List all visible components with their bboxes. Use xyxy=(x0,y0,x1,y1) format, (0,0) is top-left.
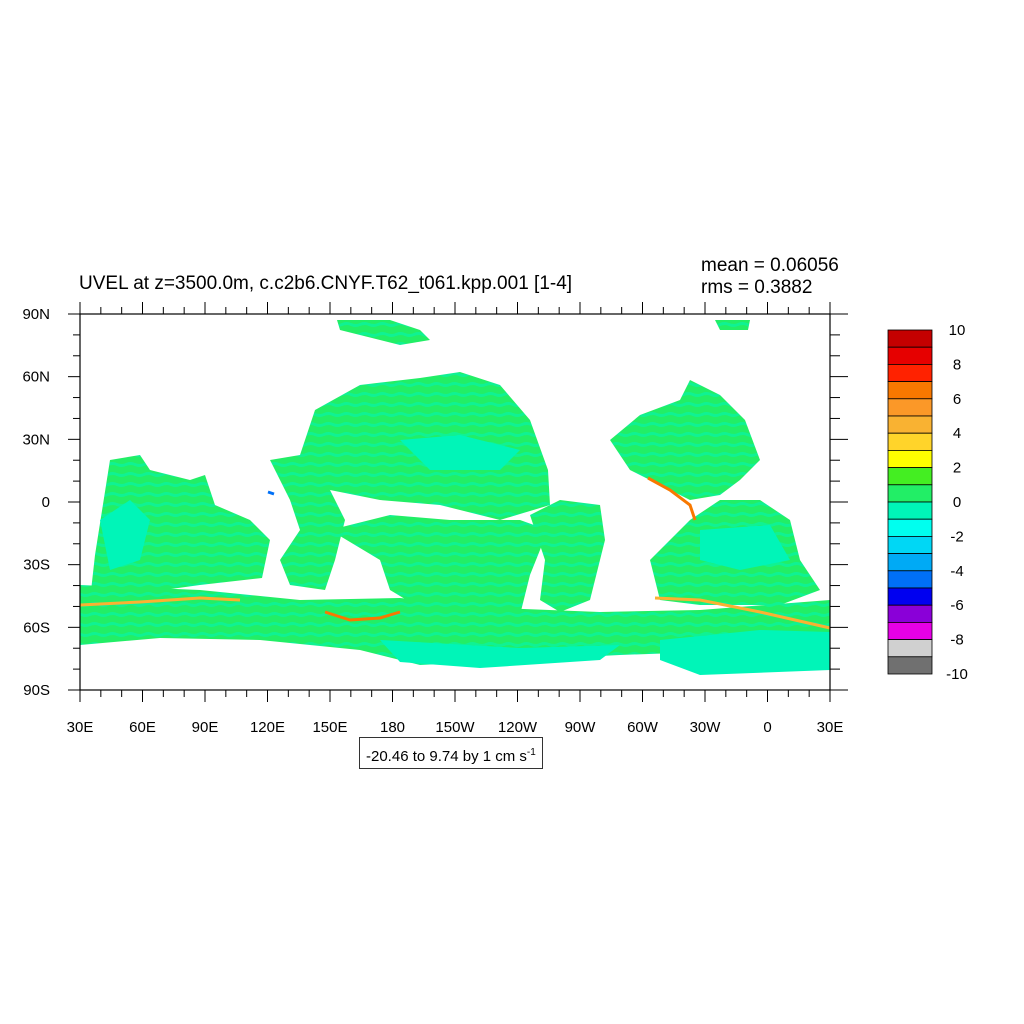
colorbar-label: 10 xyxy=(949,322,966,339)
ocean-region-arctic-1 xyxy=(337,320,430,345)
current-strip-acc-west xyxy=(79,596,241,607)
current-strip-deep-blue xyxy=(267,490,275,496)
colorbar-swatch xyxy=(887,381,933,400)
colorbar-label: -4 xyxy=(950,563,963,580)
colorbar-label: -10 xyxy=(946,666,968,683)
colorbar-swatch xyxy=(887,467,933,486)
colorbar-swatch xyxy=(887,587,933,606)
y-tick-label: 90N xyxy=(22,306,50,323)
ocean-region-arctic-2 xyxy=(715,320,750,330)
colorbar-swatch xyxy=(887,346,933,365)
x-tick-label: 30E xyxy=(817,719,844,736)
x-tick-label: 60W xyxy=(627,719,659,736)
colorbar-swatch xyxy=(887,518,933,537)
y-tick-label: 90S xyxy=(23,682,50,699)
colorbar-swatch xyxy=(887,536,933,555)
y-tick-label: 60S xyxy=(23,619,50,636)
colorbar-swatch xyxy=(887,449,933,468)
colorbar: 10 8 6 4 2 0 -2 -4 -6 -8 -10 xyxy=(887,322,968,683)
colorbar-swatch xyxy=(887,656,933,675)
contour-info-text: -20.46 to 9.74 by 1 cm s xyxy=(366,748,527,765)
x-tick-label: 120W xyxy=(498,719,538,736)
ocean-region-southern-deep-2 xyxy=(380,640,620,668)
y-tick-label: 0 xyxy=(42,494,50,511)
colorbar-swatch xyxy=(887,415,933,434)
colorbar-swatch xyxy=(887,363,933,382)
colorbar-label: 8 xyxy=(953,356,961,373)
x-tick-label: 90W xyxy=(565,719,597,736)
x-tick-label: 150E xyxy=(312,719,347,736)
colorbar-swatch xyxy=(887,570,933,589)
y-tick-label: 60N xyxy=(22,369,50,386)
colorbar-label: 4 xyxy=(953,425,961,442)
current-strip-acc-central xyxy=(324,610,401,622)
ocean-region-pacific-tongue xyxy=(400,435,520,470)
ocean-region-south-pacific xyxy=(330,515,548,620)
mean-label: mean = 0.06056 xyxy=(701,255,839,276)
colorbar-swatch xyxy=(887,329,933,348)
contour-info-exponent: -1 xyxy=(526,747,536,758)
current-strip-acc-east xyxy=(654,596,831,630)
ocean-region-southern xyxy=(80,585,830,665)
colorbar-swatch xyxy=(887,639,933,658)
x-tick-label: 90E xyxy=(192,719,219,736)
ocean-region-indian-west xyxy=(100,500,150,570)
colorbar-swatch xyxy=(887,484,933,503)
y-tick-label: 30S xyxy=(23,557,50,574)
chart-title: UVEL at z=3500.0m, c.c2b6.CNYF.T62_t061.… xyxy=(79,273,573,294)
x-tick-label: 60E xyxy=(129,719,156,736)
colorbar-swatch xyxy=(887,432,933,451)
colorbar-label: 6 xyxy=(953,391,961,408)
ocean-region-southern-deep xyxy=(660,630,830,675)
x-tick-label: 180 xyxy=(380,719,405,736)
ocean-region-north-atlantic xyxy=(610,380,760,500)
colorbar-label: -6 xyxy=(950,597,963,614)
ocean-region-tasman xyxy=(270,455,345,590)
current-strip-atlantic-west xyxy=(647,476,697,521)
ocean-region-atlantic-band xyxy=(700,525,790,570)
rms-label: rms = 0.3882 xyxy=(701,277,813,298)
ocean-region-indian xyxy=(90,455,270,600)
colorbar-label: 0 xyxy=(953,494,961,511)
x-tick-label: 30E xyxy=(67,719,94,736)
ocean-region-east-pacific xyxy=(530,500,605,612)
colorbar-swatch xyxy=(887,604,933,623)
plot-axes: 30E 60E 90E 120E 150E 180 150W 120W 90W 60W 30W 0 30… xyxy=(22,302,848,736)
colorbar-label: 2 xyxy=(953,460,961,477)
colorbar-swatch xyxy=(887,398,933,417)
colorbar-swatch xyxy=(887,501,933,520)
x-tick-label: 120E xyxy=(250,719,285,736)
x-tick-label: 150W xyxy=(435,719,475,736)
colorbar-swatch xyxy=(887,553,933,572)
colorbar-label: -2 xyxy=(950,528,963,545)
velocity-field xyxy=(79,320,831,675)
y-tick-label: 30N xyxy=(22,431,50,448)
colorbar-label: -8 xyxy=(950,632,963,649)
stats-panel: mean = 0.06056 rms = 0.3882 xyxy=(701,255,839,299)
colorbar-swatch xyxy=(887,622,933,641)
x-tick-label: 30W xyxy=(690,719,722,736)
x-tick-label: 0 xyxy=(763,719,771,736)
contour-info-box: -20.46 to 9.74 by 1 cm s-1 xyxy=(359,737,543,769)
